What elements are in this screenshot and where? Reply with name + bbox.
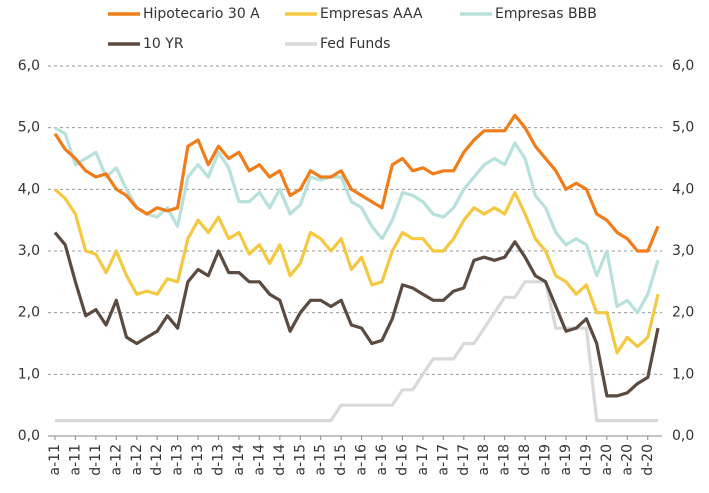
y-tick-label: 1,0 [18, 366, 40, 382]
x-tick-label: d-20 [640, 444, 656, 476]
y2-tick-label: 1,0 [672, 366, 694, 382]
x-tick-label: a-17 [415, 444, 431, 475]
x-tick-label: d-12 [149, 444, 165, 476]
x-tick-label: a-13 [190, 444, 206, 475]
x-tick-label: d-11 [88, 444, 104, 476]
x-tick-label: a-14 [251, 444, 267, 476]
series-line [55, 280, 658, 423]
y2-tick-label: 4,0 [672, 181, 694, 197]
y2-tick-label: 6,0 [672, 58, 694, 74]
y-tick-label: 4,0 [18, 181, 40, 197]
legend-label: Hipotecario 30 A [143, 6, 260, 22]
legend-label: Fed Funds [320, 36, 390, 52]
series-line [54, 126, 660, 315]
x-tick-label: a-15 [292, 444, 308, 475]
y-tick-label: 2,0 [18, 305, 40, 321]
x-tick-label: a-19 [538, 444, 554, 475]
x-tick-label: a-14 [231, 444, 247, 476]
y-tick-label: 0,0 [18, 428, 40, 444]
x-tick-label: a-19 [558, 444, 574, 475]
x-tick-label: a-16 [354, 444, 370, 476]
x-tick-label: d-14 [272, 444, 288, 476]
y2-tick-label: 2,0 [672, 305, 694, 321]
legend-label: Empresas BBB [495, 6, 597, 22]
y2-tick-label: 3,0 [672, 243, 694, 259]
y-tick-label: 5,0 [18, 120, 40, 136]
y-tick-label: 6,0 [18, 58, 40, 74]
x-tick-label: d-17 [456, 444, 472, 476]
x-tick-label: a-17 [435, 444, 451, 475]
series-line [53, 188, 660, 355]
x-tick-label: a-11 [47, 444, 63, 475]
x-tick-label: d-19 [578, 444, 594, 476]
series-line [53, 113, 660, 253]
x-tick-label: a-16 [374, 444, 390, 476]
x-tick-label: a-15 [313, 444, 329, 475]
legend-label: 10 YR [143, 36, 184, 52]
x-tick-label: d-15 [333, 444, 349, 476]
series-line [53, 231, 660, 398]
x-tick-label: a-13 [170, 444, 186, 475]
y2-tick-label: 5,0 [672, 120, 694, 136]
x-tick-label: d-13 [211, 444, 227, 476]
x-tick-label: a-11 [67, 444, 83, 475]
y-tick-label: 3,0 [18, 243, 40, 259]
x-tick-label: a-20 [619, 444, 635, 475]
x-tick-label: d-18 [517, 444, 533, 476]
x-tick-label: a-12 [108, 444, 124, 475]
legend-label: Empresas AAA [320, 6, 423, 22]
x-tick-label: d-16 [394, 444, 410, 476]
y2-tick-label: 0,0 [672, 428, 694, 444]
x-tick-label: a-20 [599, 444, 615, 475]
x-tick-label: a-18 [497, 444, 513, 475]
x-tick-label: a-12 [129, 444, 145, 475]
x-tick-label: a-18 [476, 444, 492, 475]
